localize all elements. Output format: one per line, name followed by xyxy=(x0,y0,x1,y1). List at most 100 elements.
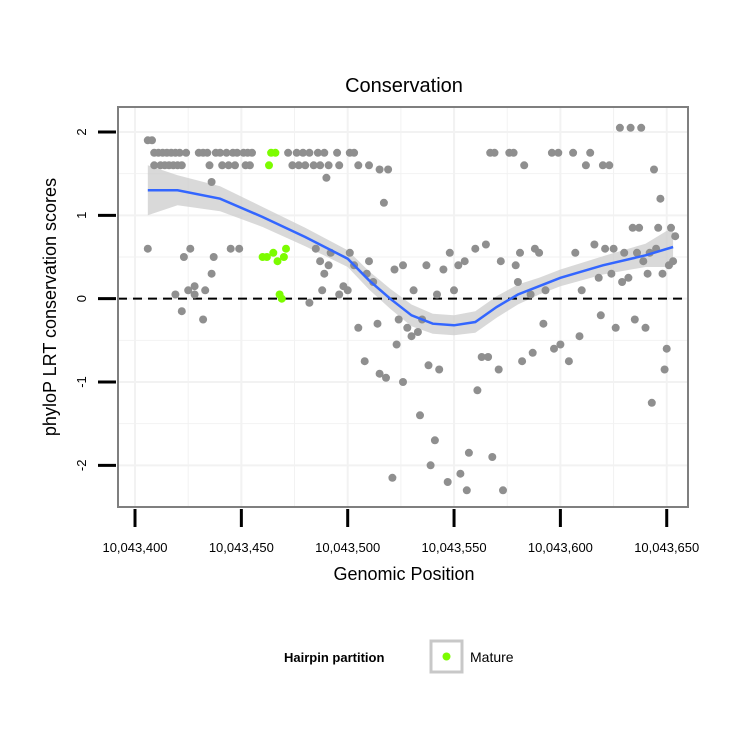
data-point xyxy=(313,148,322,157)
data-point xyxy=(148,136,156,145)
data-point xyxy=(399,378,407,386)
data-point xyxy=(628,223,637,232)
data-point xyxy=(607,269,616,278)
data-point xyxy=(496,257,505,266)
data-point xyxy=(216,148,225,157)
data-point xyxy=(324,161,333,170)
data-point xyxy=(222,148,231,157)
data-point xyxy=(373,319,382,328)
data-point xyxy=(601,244,610,253)
x-tick-label: 10,043,450 xyxy=(209,540,274,555)
data-point xyxy=(499,486,507,495)
data-point xyxy=(245,161,254,170)
data-point xyxy=(550,344,558,353)
data-point xyxy=(554,148,563,157)
data-point xyxy=(299,148,307,157)
data-point xyxy=(577,286,586,295)
data-point xyxy=(443,478,452,486)
data-point xyxy=(641,323,650,332)
data-point xyxy=(388,473,397,482)
data-point xyxy=(490,148,499,157)
data-point xyxy=(320,269,329,278)
data-point-mature xyxy=(262,253,271,261)
data-point xyxy=(596,311,605,320)
data-point xyxy=(658,269,667,278)
data-point xyxy=(316,257,325,266)
data-point xyxy=(435,365,444,374)
data-point xyxy=(309,161,318,170)
data-point xyxy=(375,369,384,378)
data-point xyxy=(226,244,235,253)
data-point xyxy=(609,244,618,253)
y-tick-label: 2 xyxy=(74,128,89,135)
data-point xyxy=(535,248,544,257)
data-point xyxy=(462,486,471,495)
data-point xyxy=(454,261,463,270)
data-point xyxy=(322,173,331,182)
data-point xyxy=(318,286,327,295)
y-tick-label: 1 xyxy=(74,212,89,219)
data-point xyxy=(201,286,210,295)
data-point xyxy=(598,161,607,170)
data-point xyxy=(526,290,535,299)
y-tick-label: 0 xyxy=(74,295,89,302)
data-point xyxy=(365,257,373,266)
data-point xyxy=(305,148,314,157)
data-point xyxy=(518,357,527,366)
data-point xyxy=(205,161,214,170)
data-point xyxy=(477,353,486,361)
data-point xyxy=(615,123,624,132)
data-point xyxy=(292,148,301,157)
data-point xyxy=(294,161,303,170)
data-point xyxy=(450,286,458,295)
data-point xyxy=(654,223,663,232)
data-point xyxy=(403,323,412,332)
data-point xyxy=(316,161,325,170)
data-point xyxy=(590,240,599,249)
data-point xyxy=(635,223,644,232)
data-point xyxy=(575,332,584,341)
data-point xyxy=(630,315,639,324)
data-point xyxy=(345,248,354,257)
x-tick-label: 10,043,500 xyxy=(315,540,380,555)
x-axis: 10,043,400 10,043,450 10,043,500 10,043,550… xyxy=(102,509,699,555)
legend-title: Hairpin partition xyxy=(284,650,384,665)
x-tick-label: 10,043,550 xyxy=(422,540,487,555)
data-point xyxy=(509,148,518,157)
data-point xyxy=(481,240,490,249)
data-point xyxy=(207,178,216,186)
data-point xyxy=(611,323,620,332)
data-point xyxy=(422,261,431,270)
chart-title: Conservation xyxy=(345,75,463,97)
data-point xyxy=(365,161,373,170)
data-point xyxy=(199,315,208,324)
data-point xyxy=(445,248,454,257)
data-point-mature xyxy=(273,257,282,266)
data-point-mature xyxy=(269,248,278,257)
data-point xyxy=(660,365,669,374)
data-point xyxy=(547,148,556,157)
mature-points xyxy=(258,148,290,303)
legend: Hairpin partition Mature xyxy=(284,639,514,674)
data-point xyxy=(639,257,648,266)
data-point xyxy=(311,244,320,253)
data-point xyxy=(360,357,369,366)
data-point xyxy=(335,161,344,170)
data-point xyxy=(384,165,393,174)
data-point xyxy=(528,348,537,357)
data-point xyxy=(564,357,573,366)
panel-border xyxy=(117,106,689,508)
data-point xyxy=(581,161,590,170)
data-point xyxy=(650,165,658,174)
data-point xyxy=(520,161,529,170)
data-point-mature xyxy=(271,148,280,157)
data-point xyxy=(369,278,378,286)
data-point xyxy=(182,148,191,157)
data-point xyxy=(150,161,159,170)
legend-label-mature: Mature xyxy=(470,649,514,665)
x-tick-label: 10,043,600 xyxy=(528,540,593,555)
y-axis-title: phyloP LRT conservation scores xyxy=(40,178,60,436)
data-point-mature xyxy=(282,244,290,253)
data-point xyxy=(556,340,565,349)
data-point xyxy=(288,161,297,170)
